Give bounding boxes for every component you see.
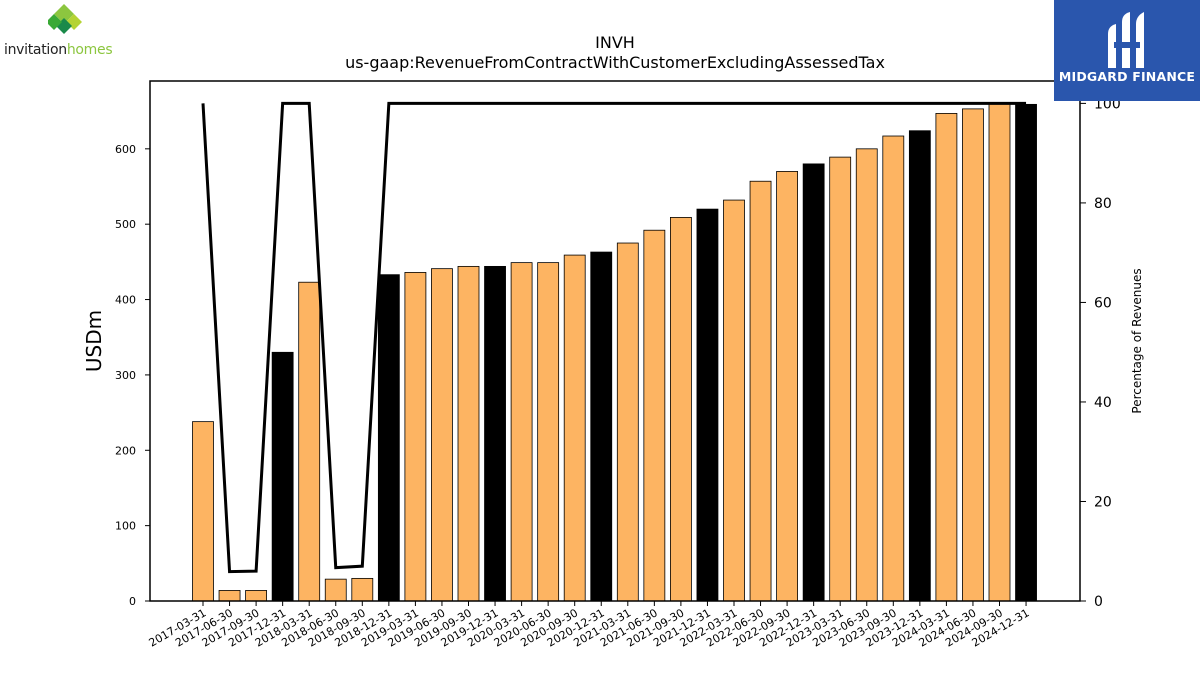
bar-2018-03-31 — [298, 281, 321, 602]
percentage-line — [201, 101, 1027, 574]
midgard-finance-logo-mark — [1108, 12, 1144, 68]
bar-2020-06-30 — [537, 262, 560, 602]
bar-2021-06-30 — [643, 229, 666, 602]
bar-2020-09-30 — [563, 254, 586, 602]
y-axis-left: 0 100 200 300 400 500 600 — [115, 143, 150, 608]
bar-2023-09-30 — [882, 135, 905, 602]
bar-2024-03-31 — [935, 113, 958, 602]
bar-2024-12-31 — [1015, 103, 1037, 602]
chart-subtitle: us-gaap:RevenueFromContractWithCustomerE… — [345, 53, 885, 72]
bar-2019-12-31 — [484, 265, 506, 602]
bar-2023-12-31 — [908, 130, 931, 602]
y2-tick-label: 40 — [1094, 395, 1112, 411]
invitation-homes-logo-mark — [48, 4, 82, 34]
y-tick-label: 500 — [115, 218, 136, 231]
bar-2018-12-31 — [377, 274, 400, 602]
chart-title: INVH — [595, 33, 635, 52]
midgard-finance-wordmark: MIDGARD FINANCE — [1058, 69, 1196, 84]
bar-2024-09-30 — [988, 102, 1011, 602]
bar-2022-09-30 — [776, 171, 798, 602]
bar-2021-12-31 — [696, 208, 719, 602]
bar-2017-12-31 — [271, 351, 294, 602]
y-tick-label: 300 — [115, 369, 136, 382]
y2-tick-label: 0 — [1094, 594, 1103, 610]
bar-2018-09-30 — [351, 577, 374, 602]
y-tick-label: 0 — [129, 595, 136, 608]
invitation-homes-wordmark: invitationhomes — [4, 42, 113, 58]
plot-frame — [149, 80, 1081, 602]
bar-2017-03-31 — [192, 421, 214, 602]
y2-tick-label: 20 — [1094, 494, 1112, 510]
y2-axis-label: Percentage of Revenues — [1130, 268, 1144, 413]
bar-2021-03-31 — [616, 242, 639, 602]
bar-2020-03-31 — [510, 262, 533, 602]
bar-2017-09-30 — [245, 590, 268, 602]
bar-2023-06-30 — [855, 148, 878, 602]
midgard-finance-logo: MIDGARD FINANCE — [1054, 0, 1200, 101]
y2-tick-label: 80 — [1094, 196, 1112, 212]
x-axis: 2017-03-312017-06-302017-09-302017-12-31… — [147, 601, 1032, 650]
bar-2022-06-30 — [749, 180, 772, 602]
bar-2022-03-31 — [723, 199, 745, 602]
bar-2023-03-31 — [829, 156, 852, 602]
bar-series — [192, 102, 1037, 602]
y-tick-label: 100 — [115, 520, 136, 533]
bar-2024-06-30 — [962, 108, 984, 602]
bar-2018-06-30 — [324, 578, 347, 602]
bar-2017-06-30 — [218, 590, 241, 602]
bar-2022-12-31 — [802, 163, 825, 602]
y-axis-label: USDm — [82, 310, 106, 372]
y-tick-label: 400 — [115, 294, 136, 307]
bar-2020-12-31 — [590, 251, 613, 602]
y-tick-label: 600 — [115, 143, 136, 156]
bar-2019-06-30 — [431, 268, 453, 602]
bar-2019-09-30 — [457, 265, 480, 602]
bar-2019-03-31 — [404, 272, 427, 602]
invitation-homes-logo: invitationhomes — [4, 4, 134, 62]
percentage-line-series — [201, 101, 1027, 574]
y2-tick-label: 60 — [1094, 295, 1112, 311]
bar-2021-09-30 — [670, 217, 692, 602]
y-tick-label: 200 — [115, 444, 136, 457]
